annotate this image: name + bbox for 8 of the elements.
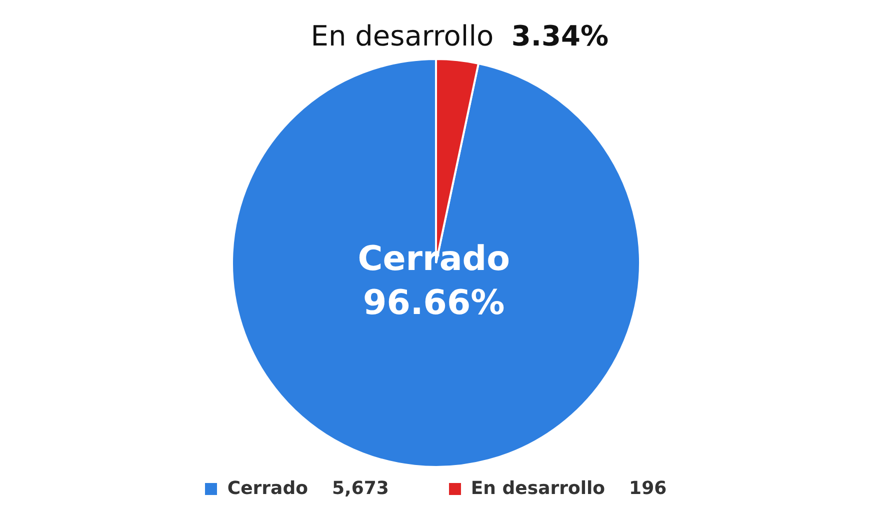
legend-label: Cerrado [227, 478, 308, 499]
slice-label: En desarrollo [310, 20, 512, 53]
data-label: 3.34% [511, 20, 609, 53]
slice-label: Cerrado [358, 239, 510, 280]
text: 196 [629, 478, 667, 499]
text: 5,673 [332, 478, 389, 499]
legend-label: En desarrollo [470, 478, 606, 499]
data-label: 96.66% [363, 283, 505, 324]
